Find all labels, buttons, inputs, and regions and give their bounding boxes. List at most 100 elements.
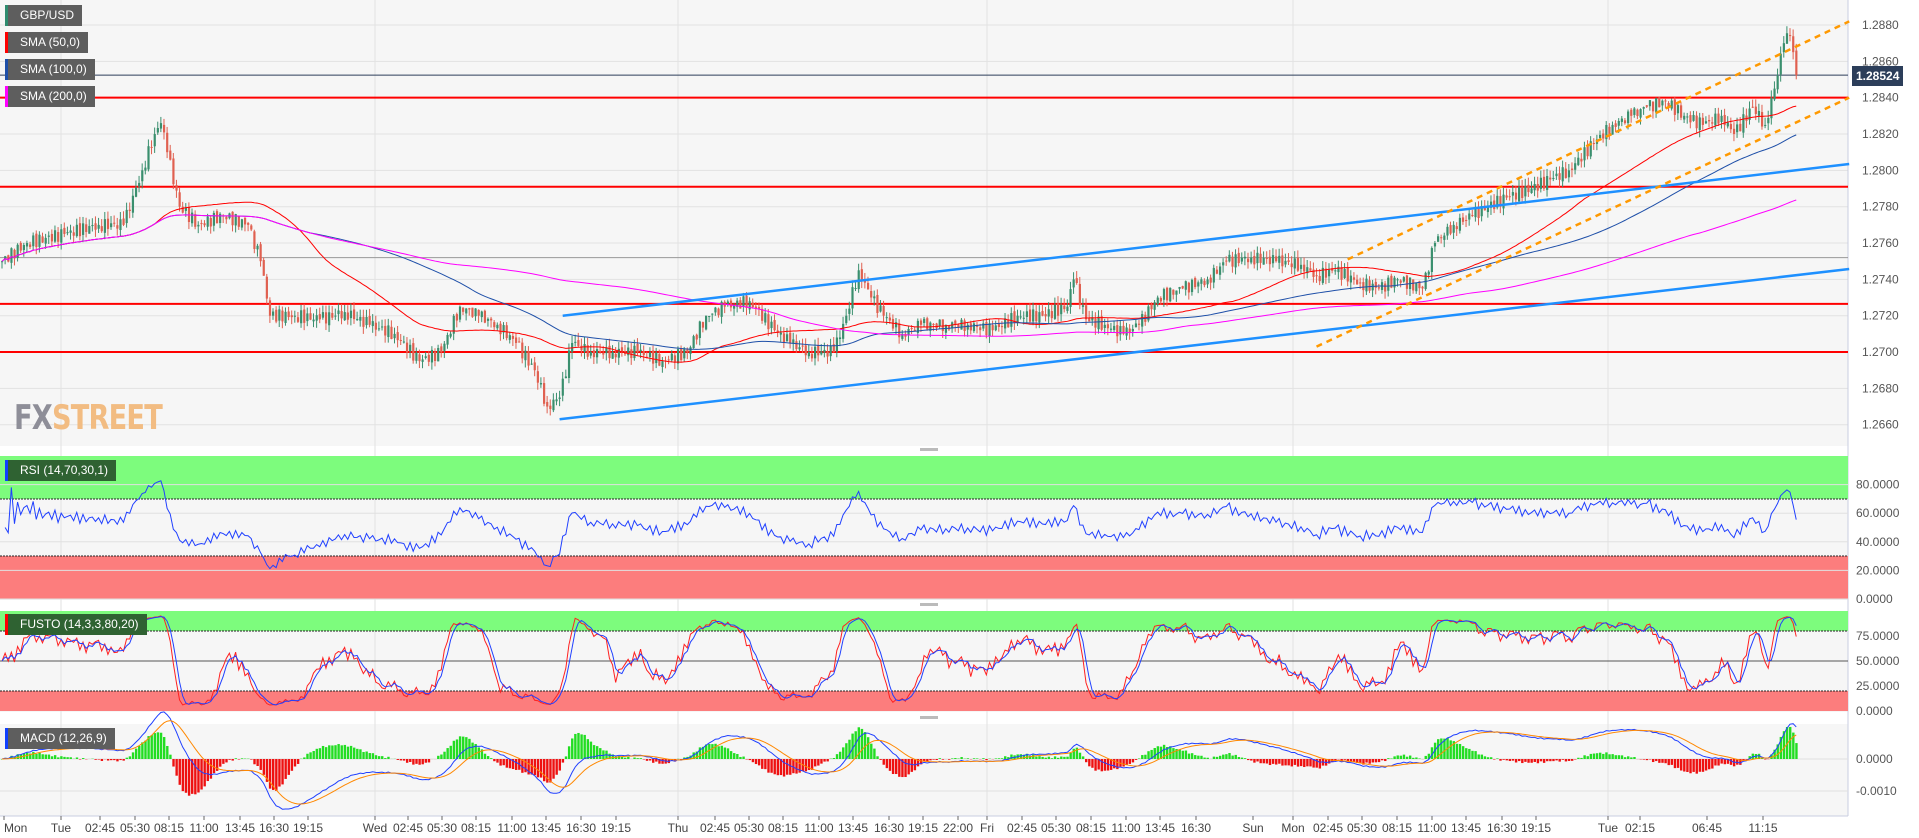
- rsi-label[interactable]: RSI (14,70,30,1): [5, 460, 117, 481]
- macd-histogram-bar: [820, 759, 823, 764]
- candle-body: [1676, 105, 1680, 114]
- macd-histogram-bar: [240, 758, 244, 759]
- candle-body: [1418, 281, 1421, 289]
- sma50-label[interactable]: SMA (50,0): [5, 32, 89, 53]
- macd-histogram-bar: [1620, 755, 1624, 759]
- macd-histogram-bar: [624, 757, 627, 759]
- candle-body: [1627, 111, 1630, 124]
- candle-body: [1689, 115, 1692, 123]
- candle-body: [203, 223, 206, 226]
- candle-body: [742, 296, 745, 307]
- candle-body: [396, 332, 399, 341]
- candle-body: [250, 225, 253, 230]
- candle-body: [1555, 173, 1558, 177]
- macd-histogram-bar: [1028, 755, 1032, 759]
- macd-histogram-bar: [1496, 758, 1499, 759]
- macd-histogram-bar: [94, 759, 97, 760]
- macd-histogram-bar: [1352, 759, 1356, 762]
- candle-body: [1477, 206, 1480, 219]
- candle-body: [69, 230, 72, 233]
- macd-histogram-bar: [1602, 753, 1605, 759]
- macd-histogram-bar: [1474, 751, 1477, 759]
- candle-body: [356, 318, 359, 321]
- candle-body: [256, 245, 259, 250]
- macd-label[interactable]: MACD (12,26,9): [5, 728, 115, 749]
- sma200-label[interactable]: SMA (200,0): [5, 86, 95, 107]
- candle-body: [421, 359, 424, 362]
- macd-histogram-bar: [328, 745, 331, 759]
- candle-body: [1356, 279, 1359, 285]
- candle-body: [1234, 254, 1237, 268]
- macd-histogram-bar: [567, 746, 571, 759]
- macd-histogram-bar: [698, 747, 702, 759]
- macd-histogram-bar: [1038, 756, 1041, 759]
- time-tick-label: 05:30: [427, 821, 457, 835]
- macd-histogram-bar: [365, 751, 368, 759]
- panel-resize-handle: [920, 716, 938, 719]
- instrument-label[interactable]: GBP/USD: [5, 5, 83, 26]
- candle-body: [374, 322, 377, 330]
- macd-histogram-bar: [1116, 759, 1119, 770]
- candle-body: [1240, 257, 1243, 262]
- candle-body: [1337, 266, 1340, 273]
- trendline: [562, 162, 1850, 317]
- candle-body: [1739, 123, 1742, 132]
- macd-histogram-bar: [47, 754, 51, 759]
- macd-histogram-bar: [381, 756, 384, 759]
- time-tick-label: 08:15: [154, 821, 184, 835]
- candle-body: [1141, 313, 1144, 327]
- candle-body: [324, 312, 328, 324]
- candle-body: [524, 350, 527, 361]
- candle-body: [371, 321, 374, 327]
- fusto-label[interactable]: FUSTO (14,3,3,80,20): [5, 614, 147, 635]
- candle-body: [1686, 116, 1689, 118]
- candle-body: [754, 306, 758, 309]
- candle-body: [1162, 289, 1166, 300]
- sma100-label[interactable]: SMA (100,0): [5, 59, 95, 80]
- macd-histogram-bar: [1318, 759, 1322, 769]
- candle-body: [1091, 317, 1094, 321]
- macd-signal-line: [1, 720, 1797, 805]
- trendline: [559, 267, 1850, 421]
- candle-body: [898, 323, 901, 338]
- candle-body: [1736, 124, 1739, 133]
- candle-body: [455, 314, 458, 321]
- candle-body: [1119, 326, 1122, 335]
- macd-histogram-bar: [792, 759, 795, 774]
- candle-body: [1281, 255, 1284, 267]
- candle-body: [393, 333, 396, 339]
- candle-body: [175, 185, 178, 191]
- macd-histogram-bar: [1789, 726, 1792, 759]
- macd-histogram-bar: [209, 759, 213, 779]
- candle-body: [1256, 252, 1259, 264]
- macd-histogram-bar: [1303, 759, 1306, 768]
- macd-histogram-bar: [916, 759, 920, 767]
- macd-histogram-bar: [1536, 759, 1540, 764]
- candle-body: [817, 345, 820, 356]
- candle-body: [1187, 282, 1191, 293]
- macd-histogram-bar: [483, 753, 487, 759]
- macd-histogram-bar: [371, 753, 375, 759]
- candle-body: [1399, 280, 1402, 283]
- candle-body: [891, 318, 895, 329]
- time-tick-label: 02:45: [1313, 821, 1343, 835]
- macd-histogram-bar: [571, 738, 574, 759]
- trendline: [1316, 96, 1850, 348]
- candle-body: [652, 350, 655, 364]
- candle-body: [119, 219, 122, 231]
- candle-body: [549, 405, 552, 409]
- candle-body: [1717, 113, 1720, 124]
- time-tick-label: 11:00: [804, 821, 833, 835]
- candle-body: [1655, 98, 1658, 113]
- macd-histogram-bar: [1608, 754, 1611, 759]
- time-tick-label: 02:45: [700, 821, 730, 835]
- macd-histogram-bar: [1499, 759, 1502, 761]
- candle-body: [1175, 290, 1178, 295]
- macd-histogram-bar: [652, 759, 655, 763]
- candle-body: [10, 248, 13, 263]
- macd-histogram-bar: [1000, 758, 1004, 759]
- macd-histogram-bar: [1695, 759, 1698, 774]
- candle-body: [530, 363, 533, 365]
- macd-histogram-bar: [1623, 757, 1627, 759]
